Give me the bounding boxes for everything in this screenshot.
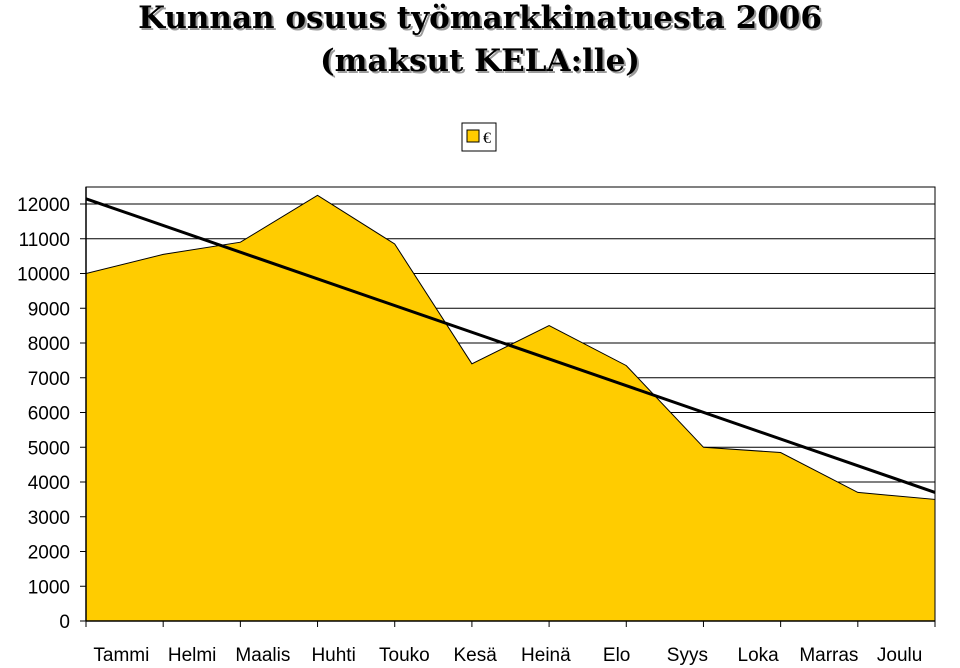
y-tick-label: 11000 xyxy=(19,230,70,251)
y-tick-label: 5000 xyxy=(28,438,70,459)
y-tick-label: 2000 xyxy=(28,543,70,564)
x-tick-label: Huhti xyxy=(311,645,355,666)
x-tick-label: Elo xyxy=(603,645,630,666)
series-area xyxy=(85,194,936,622)
area-fill xyxy=(85,194,936,622)
x-tick-label: Syys xyxy=(667,645,708,666)
legend: € xyxy=(461,122,497,152)
chart-title-line1: Kunnan osuus työmarkkinatuesta 2006 xyxy=(138,0,822,36)
x-tick-label: Touko xyxy=(379,645,430,666)
y-tick-label: 9000 xyxy=(28,299,70,320)
y-tick-label: 8000 xyxy=(28,334,70,355)
x-tick-label: Kesä xyxy=(453,645,497,666)
y-tick-label: 3000 xyxy=(28,508,70,529)
x-axis-ticks: Tammi Helmi Maalis Huhti Touko Kesä Heinä Elo Sy… xyxy=(85,621,936,666)
axes xyxy=(85,186,936,622)
x-tick-label: Helmi xyxy=(168,645,217,666)
y-tick-label: 10000 xyxy=(17,265,70,286)
y-tick-label: 12000 xyxy=(17,195,70,216)
y-axis-ticks: 0 1000 2000 3000 4000 5000 6000 7000 8000 9000 100… xyxy=(17,195,86,633)
chart-subtitle: (maksut KELA:lle) xyxy=(320,43,640,79)
x-tick-label: Loka xyxy=(738,645,780,666)
y-tick-label: 4000 xyxy=(28,473,70,494)
x-tick-label: Marras xyxy=(799,645,858,666)
y-tick-label: 1000 xyxy=(28,577,70,598)
trendline xyxy=(85,197,936,494)
y-tick-label: 0 xyxy=(59,612,70,633)
x-tick-label: Maalis xyxy=(235,645,290,666)
legend-swatch xyxy=(466,129,480,143)
x-tick-label: Tammi xyxy=(93,645,149,666)
y-tick-label: 6000 xyxy=(28,404,70,425)
x-tick-label: Heinä xyxy=(521,645,571,666)
legend-label: € xyxy=(483,130,491,147)
trend-line xyxy=(85,197,936,494)
x-tick-label: Joulu xyxy=(877,645,922,666)
y-tick-label: 7000 xyxy=(28,369,70,390)
